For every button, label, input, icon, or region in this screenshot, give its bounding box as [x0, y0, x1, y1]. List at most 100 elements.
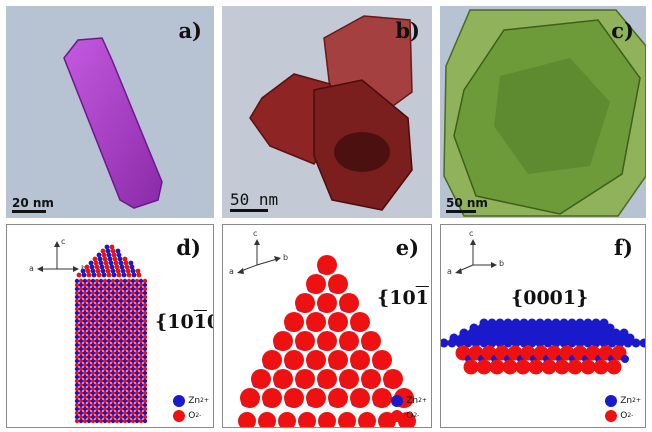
atom — [90, 298, 96, 304]
atom — [138, 338, 144, 344]
atom — [110, 354, 116, 360]
atom — [138, 378, 144, 384]
atom — [134, 338, 140, 344]
atom — [126, 334, 132, 340]
atom — [98, 382, 104, 388]
atom — [89, 264, 95, 270]
atom — [102, 390, 108, 396]
atom — [110, 286, 116, 292]
atom — [138, 374, 144, 380]
atom — [74, 418, 80, 424]
atom — [102, 370, 108, 376]
atom — [78, 370, 84, 376]
o-atom — [350, 388, 370, 408]
atom — [134, 350, 140, 356]
atom — [102, 302, 108, 308]
atom — [102, 278, 108, 284]
atom — [106, 366, 112, 372]
o-atom — [339, 331, 359, 351]
atom — [122, 282, 128, 288]
atom — [94, 290, 100, 296]
atom — [98, 370, 104, 376]
atom — [100, 248, 106, 254]
o-atom — [361, 369, 381, 389]
atom — [118, 414, 124, 420]
atom — [114, 282, 120, 288]
atom — [142, 386, 148, 392]
atom — [134, 418, 140, 424]
atom — [106, 418, 112, 424]
atom — [126, 314, 132, 320]
atom — [78, 350, 84, 356]
atom — [122, 382, 128, 388]
atom — [82, 414, 88, 420]
atom — [106, 310, 112, 316]
atom — [85, 268, 91, 274]
atom — [134, 374, 140, 380]
atom — [74, 330, 80, 336]
o-atom — [328, 350, 348, 370]
o-swatch — [173, 409, 186, 422]
atom — [118, 334, 124, 340]
o-atom — [298, 412, 316, 427]
zn-atom — [535, 338, 545, 348]
atom — [82, 406, 88, 412]
atom — [86, 362, 92, 368]
atom — [88, 260, 94, 266]
atom — [94, 414, 100, 420]
atom — [74, 342, 80, 348]
atom — [110, 394, 116, 400]
atom — [138, 298, 144, 304]
atom — [118, 410, 124, 416]
panel-d: c a b d) {1010} Zn2+ O2- — [6, 224, 214, 428]
atom — [98, 418, 104, 424]
atom — [82, 410, 88, 416]
atom — [90, 318, 96, 324]
atom — [142, 306, 148, 312]
atom — [98, 342, 104, 348]
o-atom — [339, 293, 359, 313]
atom — [114, 278, 120, 284]
atom — [110, 318, 116, 324]
atom — [142, 278, 148, 284]
atom — [134, 314, 140, 320]
atom — [102, 318, 108, 324]
atom — [126, 330, 132, 336]
atom — [110, 268, 116, 274]
facet-index: {1010} — [155, 311, 213, 333]
atom — [134, 382, 140, 388]
o-atom — [502, 359, 518, 375]
atom — [122, 346, 128, 352]
atom — [74, 326, 80, 332]
atom — [126, 290, 132, 296]
zn-atom — [471, 338, 481, 348]
atom — [126, 294, 132, 300]
atom — [74, 334, 80, 340]
atom — [86, 310, 92, 316]
atom — [134, 394, 140, 400]
atom — [78, 290, 84, 296]
atom — [90, 374, 96, 380]
atom — [98, 286, 104, 292]
atom — [122, 278, 128, 284]
atom — [134, 278, 140, 284]
atom — [122, 362, 128, 368]
atom — [94, 398, 100, 404]
atom — [142, 406, 148, 412]
o-atom — [515, 359, 531, 375]
zn-atom — [543, 338, 553, 348]
atom — [106, 278, 112, 284]
atom — [94, 334, 100, 340]
legend-o: O 2- — [391, 408, 427, 423]
atom — [106, 350, 112, 356]
atom — [126, 394, 132, 400]
atom — [130, 294, 136, 300]
atom — [142, 338, 148, 344]
atom — [122, 326, 128, 332]
atom — [122, 386, 128, 392]
atom — [138, 398, 144, 404]
atom — [90, 410, 96, 416]
atom — [126, 382, 132, 388]
atom — [98, 362, 104, 368]
